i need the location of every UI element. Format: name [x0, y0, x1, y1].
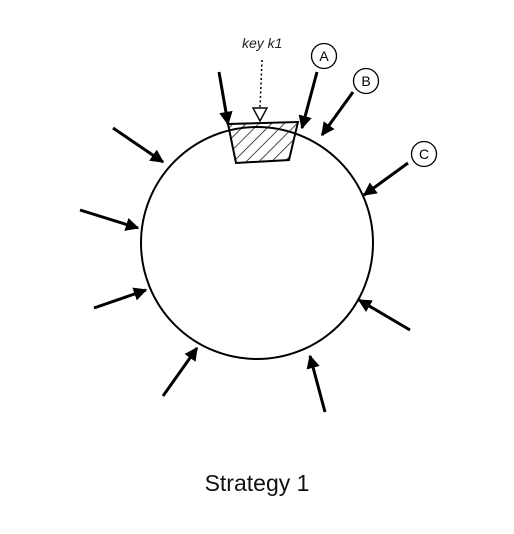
node-arrow-bottom-right [306, 354, 327, 413]
node-arrow-upper-left [112, 126, 165, 164]
node-label-c-circle [410, 140, 438, 168]
node-arrow-lower-right [357, 298, 411, 332]
node-label-b-circle [352, 67, 380, 95]
node-label-b-text: B [361, 73, 370, 89]
node-arrow-b [320, 91, 355, 137]
key-pointer-arrowhead [251, 107, 269, 123]
node-label-a-text: A [319, 48, 329, 64]
node-label-b: B [352, 67, 380, 95]
node-label-a: A [310, 42, 338, 70]
diagram-caption: Strategy 1 [204, 470, 310, 496]
node-arrow-top [217, 71, 233, 126]
node-arrow-c [362, 161, 409, 197]
node-arrow-left [79, 208, 140, 231]
node-label-c-text: C [419, 146, 429, 162]
key-label: key k1 [242, 35, 282, 51]
key-pointer-line [259, 59, 263, 109]
node-label-a-circle [310, 42, 338, 70]
node-arrow-a [298, 71, 319, 130]
node-arrows [79, 71, 411, 413]
node-label-c: C [410, 140, 438, 168]
node-arrow-lower-left [93, 287, 148, 310]
key-range-segment [226, 120, 300, 165]
node-arrow-bottom-left [161, 346, 199, 397]
